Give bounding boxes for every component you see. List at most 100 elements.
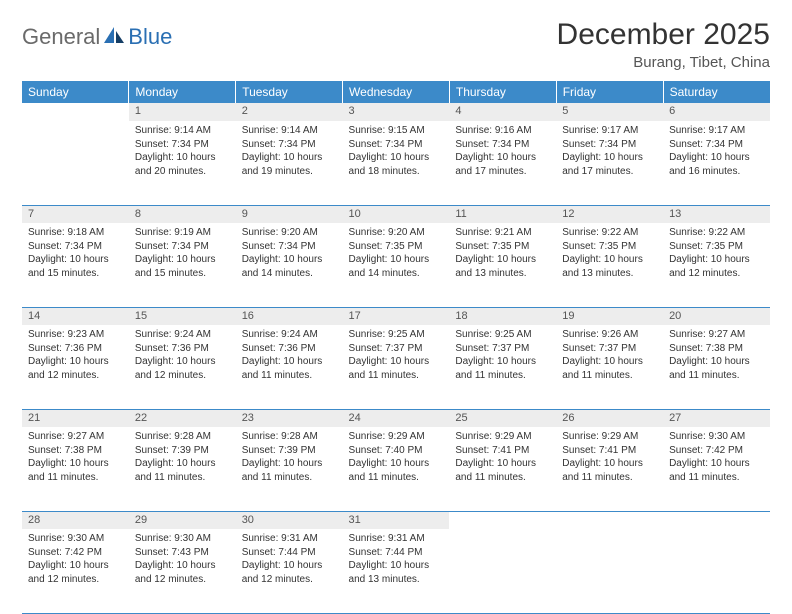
sunset-text: Sunset: 7:34 PM [28, 240, 123, 254]
daylight-text: Daylight: 10 hours and 11 minutes. [135, 457, 230, 484]
day-info-cell: Sunrise: 9:26 AMSunset: 7:37 PMDaylight:… [556, 325, 663, 409]
sunrise-text: Sunrise: 9:31 AM [242, 532, 337, 546]
day-number-cell: 5 [556, 103, 663, 121]
day-number-cell: 17 [343, 307, 450, 325]
sunset-text: Sunset: 7:36 PM [135, 342, 230, 356]
sunrise-text: Sunrise: 9:27 AM [28, 430, 123, 444]
day-info-cell: Sunrise: 9:20 AMSunset: 7:34 PMDaylight:… [236, 223, 343, 307]
day-number-cell: 30 [236, 511, 343, 529]
day-number-cell: 12 [556, 205, 663, 223]
sunrise-text: Sunrise: 9:14 AM [135, 124, 230, 138]
sunrise-text: Sunrise: 9:31 AM [349, 532, 444, 546]
daylight-text: Daylight: 10 hours and 11 minutes. [242, 457, 337, 484]
day-number-cell: 20 [663, 307, 770, 325]
daylight-text: Daylight: 10 hours and 19 minutes. [242, 151, 337, 178]
daylight-text: Daylight: 10 hours and 13 minutes. [455, 253, 550, 280]
sunset-text: Sunset: 7:40 PM [349, 444, 444, 458]
day-info-cell: Sunrise: 9:22 AMSunset: 7:35 PMDaylight:… [556, 223, 663, 307]
daynum-row: 21222324252627 [22, 409, 770, 427]
day-info-cell: Sunrise: 9:21 AMSunset: 7:35 PMDaylight:… [449, 223, 556, 307]
day-info-cell: Sunrise: 9:24 AMSunset: 7:36 PMDaylight:… [129, 325, 236, 409]
daylight-text: Daylight: 10 hours and 17 minutes. [455, 151, 550, 178]
weekday-header: Monday [129, 81, 236, 103]
sunrise-text: Sunrise: 9:17 AM [562, 124, 657, 138]
day-number-cell: 25 [449, 409, 556, 427]
day-info-cell: Sunrise: 9:14 AMSunset: 7:34 PMDaylight:… [129, 121, 236, 205]
sunset-text: Sunset: 7:34 PM [669, 138, 764, 152]
sunrise-text: Sunrise: 9:29 AM [455, 430, 550, 444]
daylight-text: Daylight: 10 hours and 20 minutes. [135, 151, 230, 178]
day-info-cell: Sunrise: 9:29 AMSunset: 7:41 PMDaylight:… [449, 427, 556, 511]
sunset-text: Sunset: 7:38 PM [28, 444, 123, 458]
weekday-header: Tuesday [236, 81, 343, 103]
daynum-row: 123456 [22, 103, 770, 121]
daylight-text: Daylight: 10 hours and 11 minutes. [349, 355, 444, 382]
logo-text-general: General [22, 24, 100, 50]
sunrise-text: Sunrise: 9:20 AM [349, 226, 444, 240]
sunset-text: Sunset: 7:38 PM [669, 342, 764, 356]
day-number-cell: 11 [449, 205, 556, 223]
sunrise-text: Sunrise: 9:24 AM [135, 328, 230, 342]
daylight-text: Daylight: 10 hours and 14 minutes. [242, 253, 337, 280]
sunrise-text: Sunrise: 9:30 AM [28, 532, 123, 546]
sunrise-text: Sunrise: 9:22 AM [669, 226, 764, 240]
daylight-text: Daylight: 10 hours and 18 minutes. [349, 151, 444, 178]
daylight-text: Daylight: 10 hours and 12 minutes. [28, 559, 123, 586]
daylight-text: Daylight: 10 hours and 17 minutes. [562, 151, 657, 178]
day-info-row: Sunrise: 9:27 AMSunset: 7:38 PM Daylight:… [22, 427, 770, 511]
daylight-text: Daylight: 10 hours and 13 minutes. [349, 559, 444, 586]
day-info-cell: Sunrise: 9:30 AMSunset: 7:42 PMDaylight:… [22, 529, 129, 613]
day-number-cell: 9 [236, 205, 343, 223]
sunrise-text: Sunrise: 9:23 AM [28, 328, 123, 342]
sunset-text: Sunset: 7:35 PM [669, 240, 764, 254]
day-number-cell: 3 [343, 103, 450, 121]
daylight-text: Daylight: 10 hours and 12 minutes. [135, 559, 230, 586]
sunset-text: Sunset: 7:34 PM [349, 138, 444, 152]
day-number-cell [556, 511, 663, 529]
day-info-cell: Sunrise: 9:19 AMSunset: 7:34 PMDaylight:… [129, 223, 236, 307]
sunrise-text: Sunrise: 9:19 AM [135, 226, 230, 240]
day-info-cell: Sunrise: 9:16 AMSunset: 7:34 PMDaylight:… [449, 121, 556, 205]
sunset-text: Sunset: 7:42 PM [28, 546, 123, 560]
sunset-text: Sunset: 7:44 PM [349, 546, 444, 560]
calendar-body: 123456Sunrise: 9:14 AMSunset: 7:34 PMDay… [22, 103, 770, 613]
sunset-text: Sunset: 7:42 PM [669, 444, 764, 458]
day-info-cell: Sunrise: 9:23 AMSunset: 7:36 PMDaylight:… [22, 325, 129, 409]
sunset-text: Sunset: 7:36 PM [28, 342, 123, 356]
sunset-text: Sunset: 7:37 PM [349, 342, 444, 356]
sunset-text: Sunset: 7:43 PM [135, 546, 230, 560]
day-info-cell: Sunrise: 9:29 AMSunset: 7:40 PMDaylight:… [343, 427, 450, 511]
sunrise-text: Sunrise: 9:25 AM [349, 328, 444, 342]
daylight-text: Daylight: 10 hours and 16 minutes. [669, 151, 764, 178]
day-number-cell [22, 103, 129, 121]
weekday-header: Wednesday [343, 81, 450, 103]
day-info-cell: Sunrise: 9:31 AMSunset: 7:44 PMDaylight:… [236, 529, 343, 613]
sunset-text: Sunset: 7:37 PM [455, 342, 550, 356]
sunrise-text: Sunrise: 9:30 AM [135, 532, 230, 546]
sunset-text: Sunset: 7:37 PM [562, 342, 657, 356]
sunrise-text: Sunrise: 9:28 AM [135, 430, 230, 444]
sunset-text: Sunset: 7:44 PM [242, 546, 337, 560]
day-number-cell [663, 511, 770, 529]
day-number-cell: 13 [663, 205, 770, 223]
daynum-row: 14151617181920 [22, 307, 770, 325]
day-number-cell: 18 [449, 307, 556, 325]
sunrise-text: Sunrise: 9:25 AM [455, 328, 550, 342]
daylight-text: Daylight: 10 hours and 15 minutes. [135, 253, 230, 280]
day-info-cell: Sunrise: 9:15 AMSunset: 7:34 PMDaylight:… [343, 121, 450, 205]
day-number-cell: 4 [449, 103, 556, 121]
daylight-text: Daylight: 10 hours and 11 minutes. [242, 355, 337, 382]
sunset-text: Sunset: 7:34 PM [135, 240, 230, 254]
sunset-text: Sunset: 7:39 PM [242, 444, 337, 458]
daylight-text: Daylight: 10 hours and 11 minutes. [669, 457, 764, 484]
sunset-text: Sunset: 7:35 PM [562, 240, 657, 254]
daylight-text: Daylight: 10 hours and 12 minutes. [242, 559, 337, 586]
day-number-cell: 8 [129, 205, 236, 223]
daylight-text: Daylight: 10 hours and 12 minutes. [669, 253, 764, 280]
sunset-text: Sunset: 7:41 PM [455, 444, 550, 458]
page-header: General Blue December 2025 Burang, Tibet… [22, 18, 770, 71]
sunrise-text: Sunrise: 9:22 AM [562, 226, 657, 240]
sunset-text: Sunset: 7:34 PM [562, 138, 657, 152]
sunset-text: Sunset: 7:35 PM [349, 240, 444, 254]
daynum-row: 28293031 [22, 511, 770, 529]
